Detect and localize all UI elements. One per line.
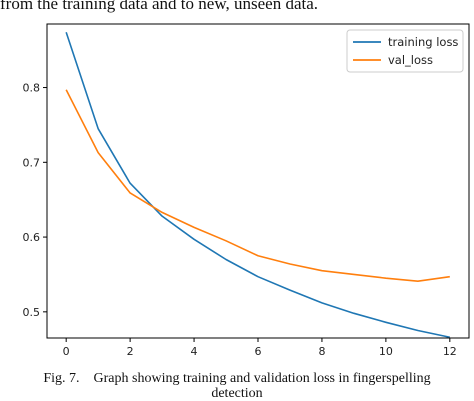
legend-label: training loss — [388, 35, 458, 49]
figure-caption: Fig. 7. Graph showing training and valid… — [0, 371, 474, 401]
y-tick-label: 0.8 — [23, 82, 41, 95]
x-tick-label: 8 — [318, 345, 325, 358]
x-tick-label: 12 — [443, 345, 457, 358]
x-tick-label: 6 — [255, 345, 262, 358]
caption-line-2: detection — [211, 386, 263, 401]
y-tick-label: 0.6 — [23, 231, 41, 244]
legend: training loss val_loss — [346, 29, 464, 73]
y-axis: 0.5 0.6 0.7 0.8 — [23, 82, 47, 319]
legend-label: val_loss — [388, 53, 433, 67]
y-tick-label: 0.7 — [23, 156, 41, 169]
x-tick-label: 4 — [191, 345, 198, 358]
caption-line-1: Fig. 7. Graph showing training and valid… — [43, 371, 431, 386]
series-line-val-loss — [65, 89, 450, 282]
y-tick-label: 0.5 — [23, 306, 41, 319]
series-layer — [65, 31, 450, 339]
loss-chart: 0 2 4 6 8 10 12 0.5 0.6 0.7 0.8 training loss val_… — [23, 23, 470, 358]
series-line-training-loss — [65, 31, 450, 339]
legend-box — [346, 29, 464, 73]
x-tick-label: 2 — [127, 345, 134, 358]
header-text: from the training data and to new, unsee… — [0, 0, 319, 13]
x-tick-label: 0 — [63, 345, 70, 358]
x-tick-label: 10 — [379, 345, 393, 358]
x-axis: 0 2 4 6 8 10 12 — [63, 338, 457, 358]
